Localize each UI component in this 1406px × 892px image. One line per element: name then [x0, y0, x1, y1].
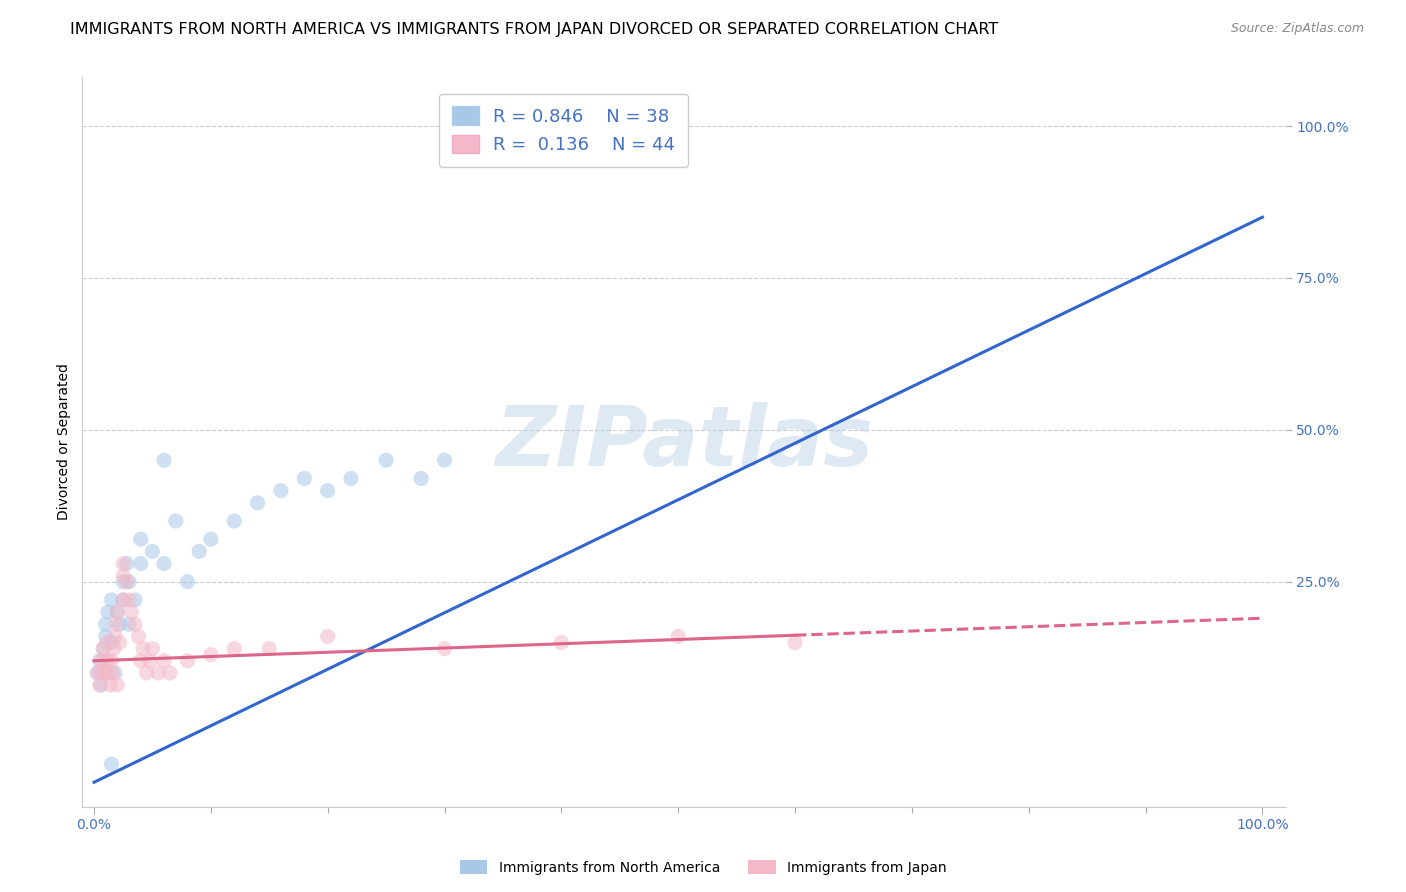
Point [108, 635, 131, 649]
Point [188, 544, 211, 558]
Point [257, 641, 280, 656]
Point [97, 605, 120, 619]
Point [118, 617, 141, 632]
Point [112, 593, 135, 607]
Point [316, 630, 339, 644]
Point [105, 617, 128, 632]
Point [135, 665, 157, 680]
Point [94, 665, 117, 680]
Point [105, 678, 128, 692]
Point [270, 483, 292, 498]
Point [97, 654, 120, 668]
Legend: Immigrants from North America, Immigrants from Japan: Immigrants from North America, Immigrant… [454, 855, 952, 880]
Point [91, 641, 114, 656]
Legend: R = 0.846    N = 38, R =  0.136    N = 44: R = 0.846 N = 38, R = 0.136 N = 44 [439, 94, 688, 167]
Y-axis label: Divorced or Separated: Divorced or Separated [58, 364, 72, 520]
Point [132, 641, 155, 656]
Point [103, 641, 125, 656]
Point [666, 107, 689, 121]
Point [86, 665, 108, 680]
Point [100, 635, 122, 649]
Point [224, 641, 246, 656]
Point [118, 593, 141, 607]
Point [129, 654, 152, 668]
Point [200, 533, 222, 547]
Point [115, 557, 138, 571]
Point [153, 557, 176, 571]
Point [100, 757, 122, 772]
Point [112, 568, 135, 582]
Point [90, 678, 112, 692]
Point [148, 665, 170, 680]
Point [90, 654, 112, 668]
Point [120, 605, 142, 619]
Point [96, 635, 118, 649]
Point [89, 678, 111, 692]
Point [91, 641, 114, 656]
Point [550, 635, 572, 649]
Point [94, 617, 117, 632]
Point [100, 654, 122, 668]
Point [108, 617, 131, 632]
Point [98, 665, 121, 680]
Point [129, 533, 152, 547]
Point [101, 665, 124, 680]
Point [153, 453, 176, 467]
Point [783, 635, 806, 649]
Point [165, 514, 187, 528]
Point [127, 630, 149, 644]
Point [112, 557, 135, 571]
Point [104, 665, 127, 680]
Point [129, 557, 152, 571]
Text: IMMIGRANTS FROM NORTH AMERICA VS IMMIGRANTS FROM JAPAN DIVORCED OR SEPARATED COR: IMMIGRANTS FROM NORTH AMERICA VS IMMIGRA… [70, 22, 998, 37]
Point [94, 630, 117, 644]
Point [141, 641, 163, 656]
Point [153, 654, 176, 668]
Point [118, 574, 141, 589]
Point [105, 605, 128, 619]
Point [124, 593, 146, 607]
Point [89, 654, 111, 668]
Point [246, 496, 269, 510]
Point [411, 471, 433, 485]
Text: ZIPatlas: ZIPatlas [495, 401, 873, 483]
Point [93, 654, 115, 668]
Point [666, 630, 689, 644]
Point [340, 471, 363, 485]
Point [375, 453, 398, 467]
Point [115, 574, 138, 589]
Point [200, 648, 222, 662]
Point [112, 574, 135, 589]
Point [433, 641, 456, 656]
Point [176, 654, 198, 668]
Point [224, 514, 246, 528]
Point [91, 665, 114, 680]
Point [433, 453, 456, 467]
Point [139, 654, 162, 668]
Point [316, 483, 339, 498]
Point [100, 593, 122, 607]
Point [159, 665, 181, 680]
Point [292, 471, 315, 485]
Text: Source: ZipAtlas.com: Source: ZipAtlas.com [1230, 22, 1364, 36]
Point [98, 678, 121, 692]
Point [112, 593, 135, 607]
Point [86, 665, 108, 680]
Point [105, 605, 128, 619]
Point [104, 630, 127, 644]
Point [176, 574, 198, 589]
Point [141, 544, 163, 558]
Point [124, 617, 146, 632]
